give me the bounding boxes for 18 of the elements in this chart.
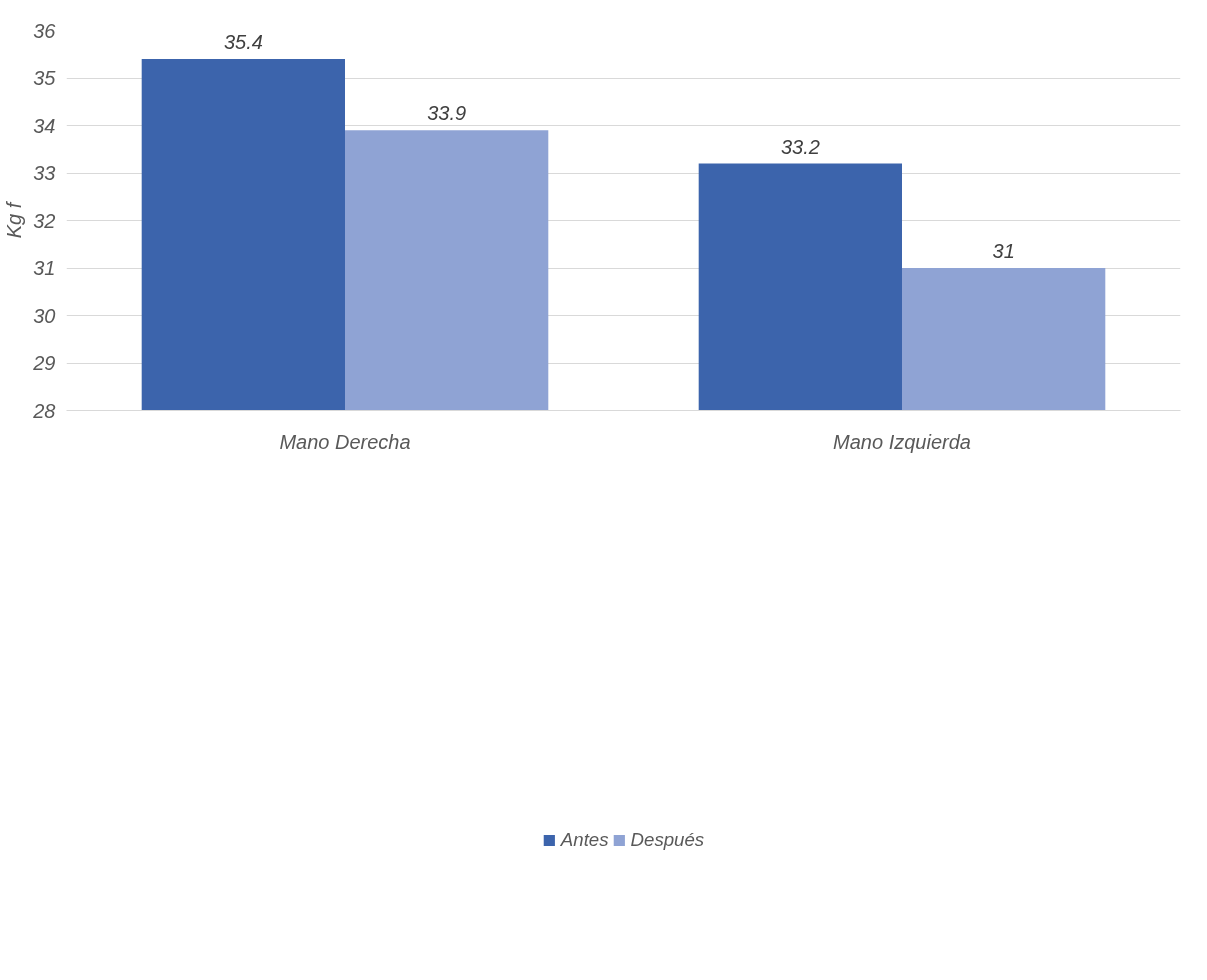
y-tick-label: 32 <box>33 209 56 232</box>
legend-label: Antes <box>560 828 609 851</box>
y-tick-label: 36 <box>33 19 57 42</box>
x-tick-label: Mano Derecha <box>279 430 411 453</box>
y-tick-label: 28 <box>32 399 56 422</box>
data-label: 33.2 <box>780 135 820 158</box>
y-tick-label: 35 <box>33 67 57 89</box>
data-label: 31 <box>992 240 1015 262</box>
legend-label: Después <box>630 828 705 851</box>
y-tick-label: 33 <box>33 162 56 184</box>
y-tick-label: 34 <box>33 114 56 137</box>
x-tick-label: Mano Izquierda <box>833 430 971 453</box>
y-tick-label: 31 <box>33 257 56 279</box>
data-label: 35.4 <box>223 31 263 53</box>
y-axis-title: Kg f <box>3 200 26 239</box>
y-tick-label: 30 <box>33 304 56 327</box>
y-tick-label: 29 <box>32 352 56 374</box>
data-label: 33.9 <box>427 102 467 125</box>
